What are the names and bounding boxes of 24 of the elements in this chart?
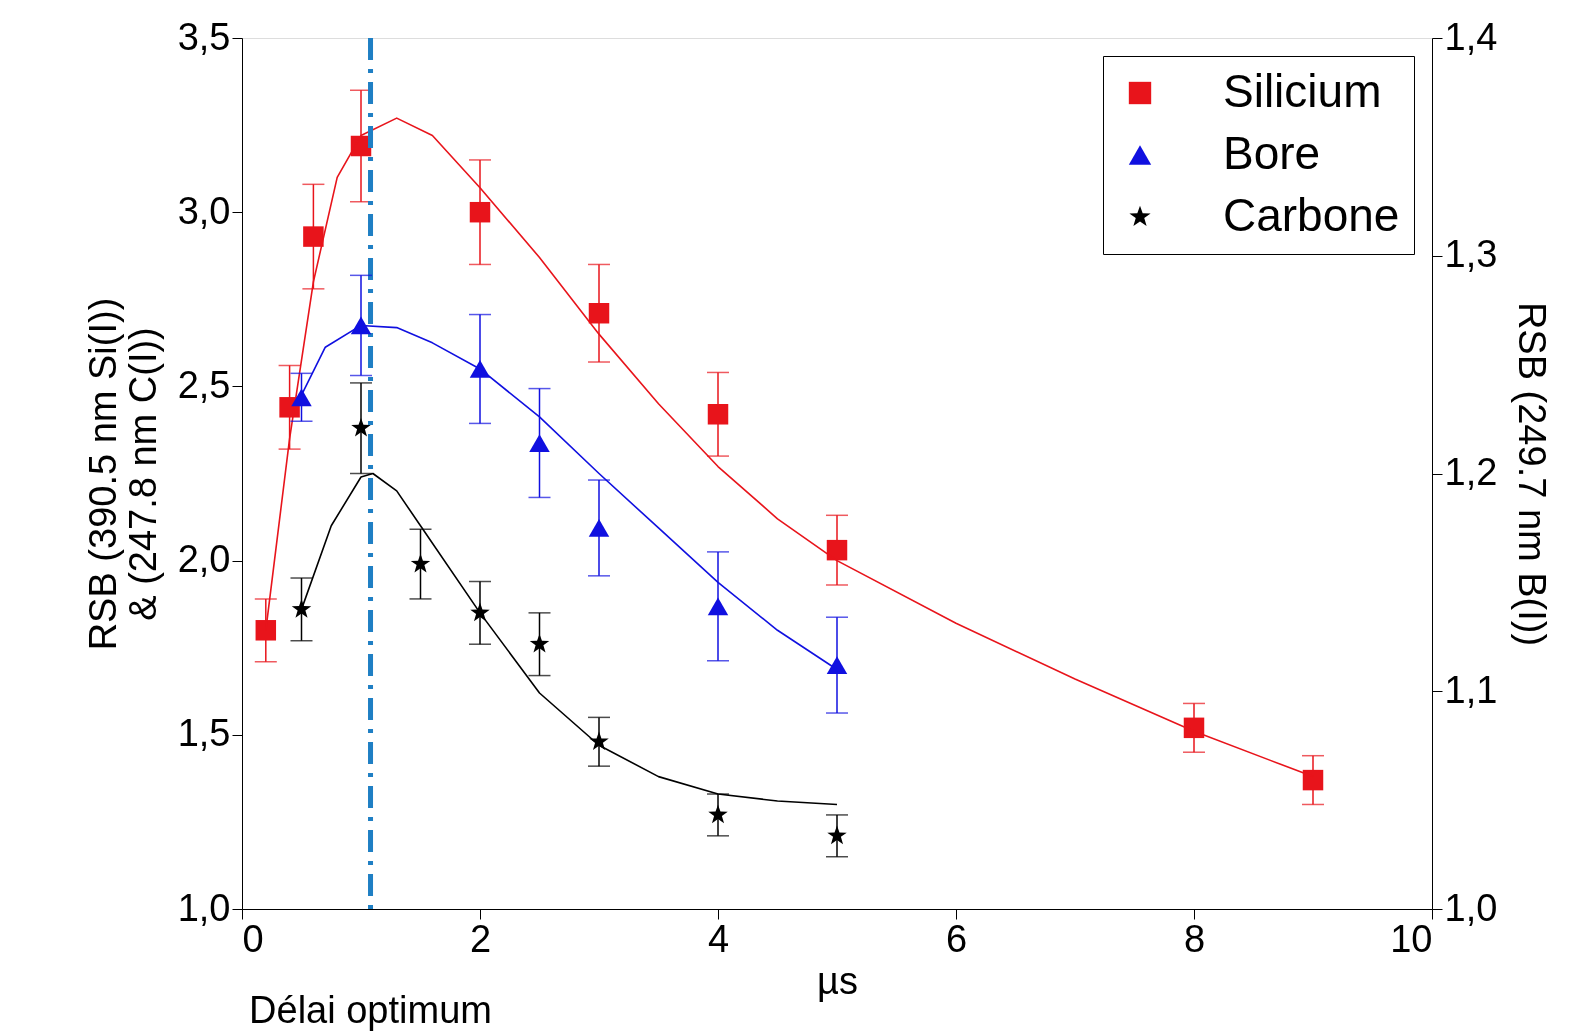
y-tick-label: 1,5 — [177, 712, 231, 755]
x-tick-label: 2 — [469, 917, 492, 960]
x-tick-label: 0 — [242, 917, 264, 960]
legend-label: Silicium — [1223, 65, 1382, 117]
y2-axis-title: RSB (249.7 nm B(I)) — [1511, 301, 1554, 647]
y2-tick-label: 1,3 — [1444, 233, 1498, 276]
x-tick-label: 8 — [1183, 917, 1206, 960]
y-axis-title: RSB (390.5 nm Si(I)) & (247.8 nm C(I)) — [81, 297, 164, 651]
y2-tick-label: 1,1 — [1444, 668, 1498, 711]
x-tick-label: 6 — [945, 917, 968, 960]
x-tick-label: 10 — [1390, 917, 1433, 960]
ref-line-label: Délai optimum — [249, 989, 492, 1031]
y-tick-label: 3,5 — [177, 15, 231, 58]
y2-tick-label: 1,0 — [1444, 886, 1498, 929]
y-tick-label: 3,0 — [177, 189, 231, 232]
legend-label: Carbone — [1223, 189, 1400, 241]
y2-tick-label: 1,4 — [1444, 15, 1498, 58]
x-tick-label: 4 — [707, 917, 730, 960]
legend-label: Bore — [1223, 127, 1321, 179]
y-tick-label: 1,0 — [177, 886, 231, 929]
y2-tick-label: 1,2 — [1444, 451, 1498, 493]
y-tick-label: 2,0 — [177, 538, 231, 581]
x-axis-title: µs — [817, 959, 858, 1002]
y-tick-label: 2,5 — [177, 363, 231, 406]
